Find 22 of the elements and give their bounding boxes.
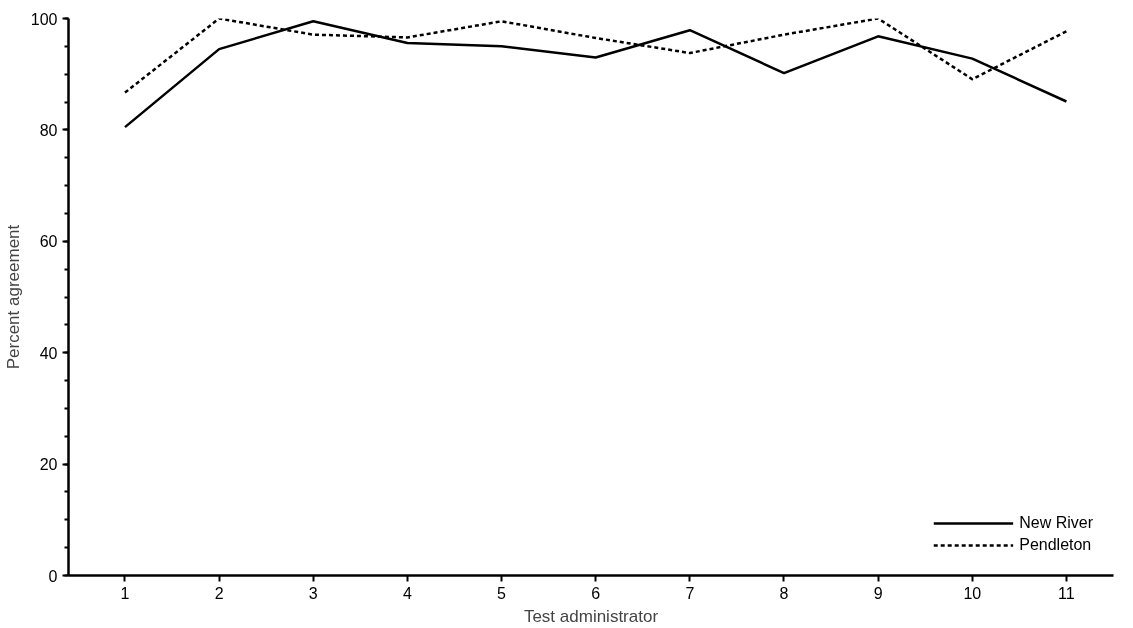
x-tick-label: 5 [497, 584, 507, 602]
x-tick-label: 10 [963, 584, 982, 602]
x-tick-label: 8 [779, 584, 789, 602]
x-tick-label: 7 [685, 584, 695, 602]
y-tick-label: 0 [48, 567, 58, 585]
y-tick-label: 40 [39, 344, 58, 362]
x-tick-label: 4 [402, 584, 412, 602]
x-tick-label: 3 [308, 584, 318, 602]
x-axis-title: Test administrator [523, 606, 659, 626]
y-tick-label: 100 [30, 10, 58, 28]
y-tick-label: 80 [39, 121, 58, 139]
x-tick-label: 11 [1058, 584, 1075, 602]
x-tick-label: 1 [120, 584, 130, 602]
x-tick-label: 9 [873, 584, 883, 602]
legend-label: Pendleton [1019, 536, 1092, 554]
line-series [123, 20, 1068, 129]
y-axis-title: Percent agreement [3, 224, 23, 370]
x-tick-label: 6 [591, 584, 601, 602]
x-tick-label: 2 [214, 584, 224, 602]
y-tick-label: 20 [39, 456, 58, 474]
legend-label: New River [1019, 514, 1093, 532]
y-tick-label: 60 [39, 233, 58, 251]
